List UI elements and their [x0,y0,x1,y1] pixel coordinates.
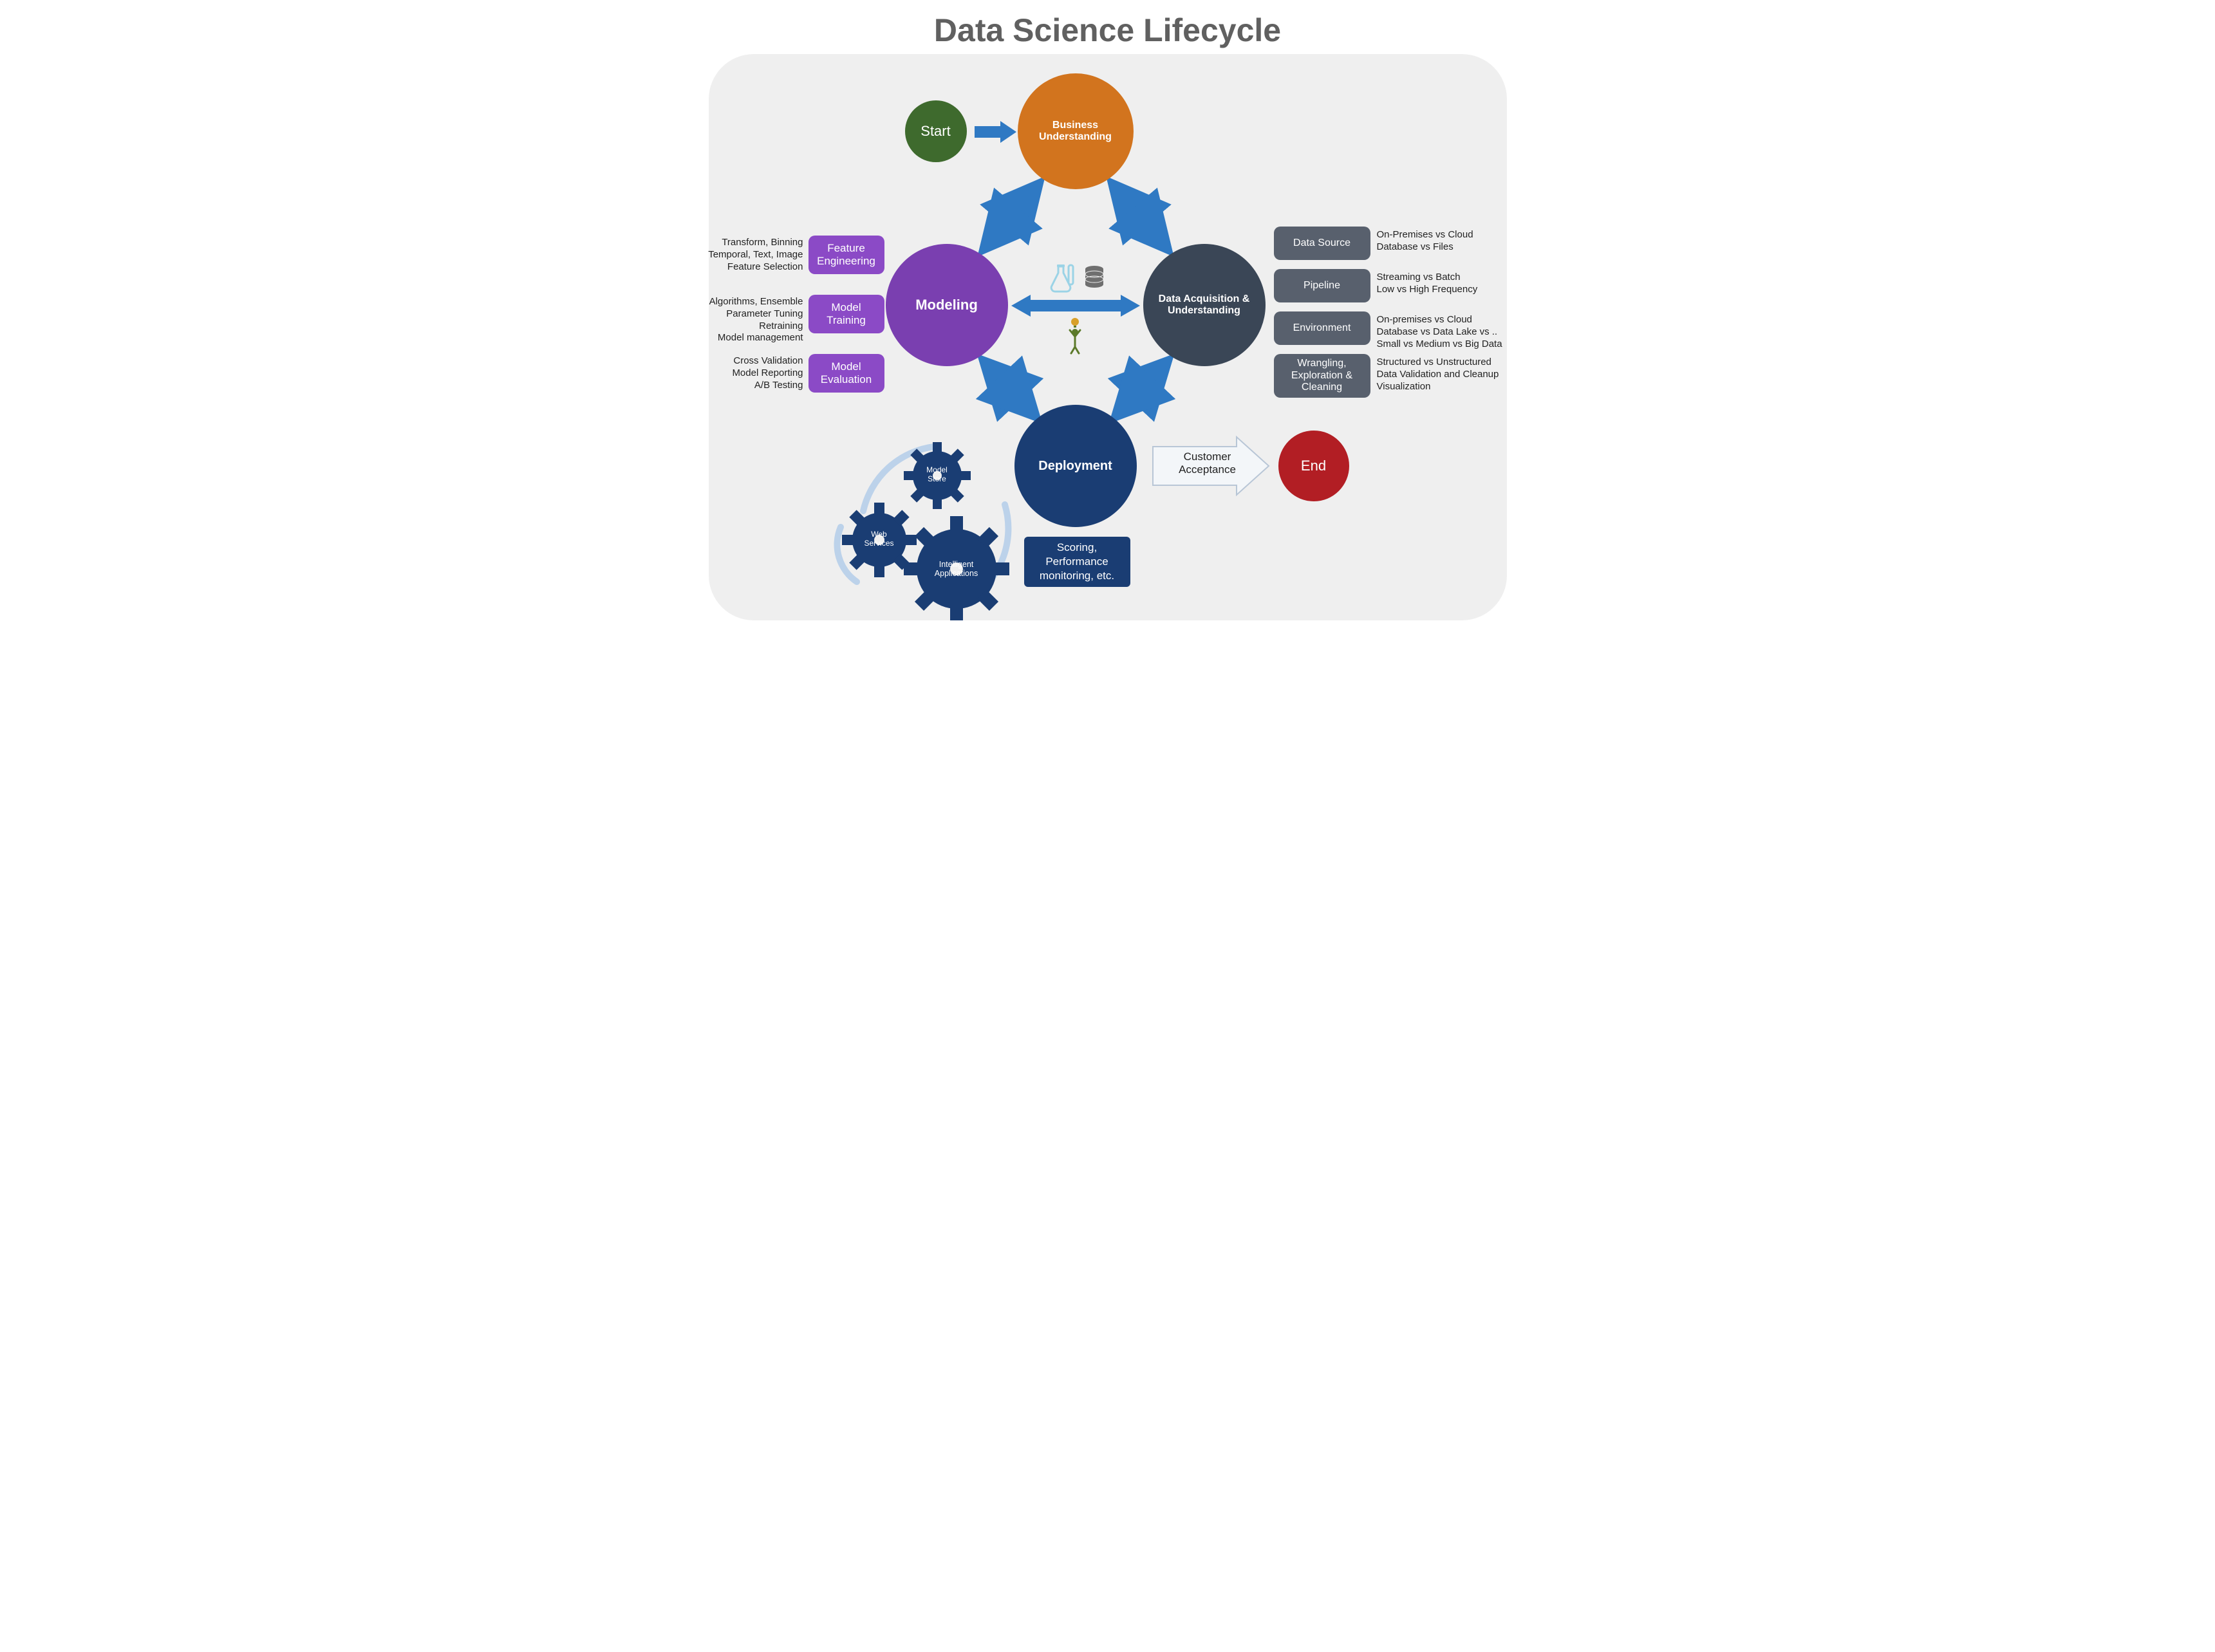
node-start: Start [905,100,967,162]
node-data: Data Acquisition & Understanding [1143,244,1266,366]
page-title: Data Science Lifecycle [689,12,1526,49]
gear-label-intelligent-apps: Intelligent Applications [929,560,984,579]
desc-wrangling: Structured vs UnstructuredData Validatio… [1377,357,1512,393]
pill-environment: Environment [1274,311,1370,345]
arrow-modeling-data [1011,295,1140,317]
arrow-modeling-deployment [986,363,1034,414]
desc-environment: On-premises vs CloudDatabase vs Data Lak… [1377,314,1512,350]
gear-label-model-store: Model Store [918,466,957,484]
person-idea-icon [1070,318,1080,353]
pill-data-source: Data Source [1274,227,1370,260]
node-deployment: Deployment [1014,405,1137,527]
desc-data-source: On-Premises vs CloudDatabase vs Files [1377,229,1512,254]
node-business: Business Understanding [1018,73,1134,189]
deploy-details-box: Scoring, Performance monitoring, etc. [1024,537,1130,587]
node-end: End [1278,431,1349,501]
desc-model-evaluation: Cross ValidationModel ReportingA/B Testi… [702,355,803,391]
pill-wrangling: Wrangling, Exploration & Cleaning [1274,354,1370,398]
pill-feature-engineering: Feature Engineering [808,236,884,274]
desc-model-training: Algorithms, EnsembleParameter TuningRetr… [702,296,803,344]
acceptance-label: Customer Acceptance [1159,450,1256,477]
pill-model-evaluation: Model Evaluation [808,354,884,393]
pill-pipeline: Pipeline [1274,269,1370,302]
pill-model-training: Model Training [808,295,884,333]
desc-pipeline: Streaming vs BatchLow vs High Frequency [1377,272,1512,296]
gear-label-web-services: Web Services [859,530,900,548]
desc-feature-engineering: Transform, BinningTemporal, Text, ImageF… [702,237,803,273]
database-icon [1085,266,1103,288]
arrow-business-data [1114,186,1166,247]
arrow-business-modeling [986,186,1037,247]
arrow-data-deployment [1117,363,1166,414]
arrow-start-business [975,121,1016,143]
node-modeling: Modeling [886,244,1008,366]
flask-icon [1051,265,1073,292]
diagram-panel: Start Business Understanding Modeling Da… [709,54,1507,620]
